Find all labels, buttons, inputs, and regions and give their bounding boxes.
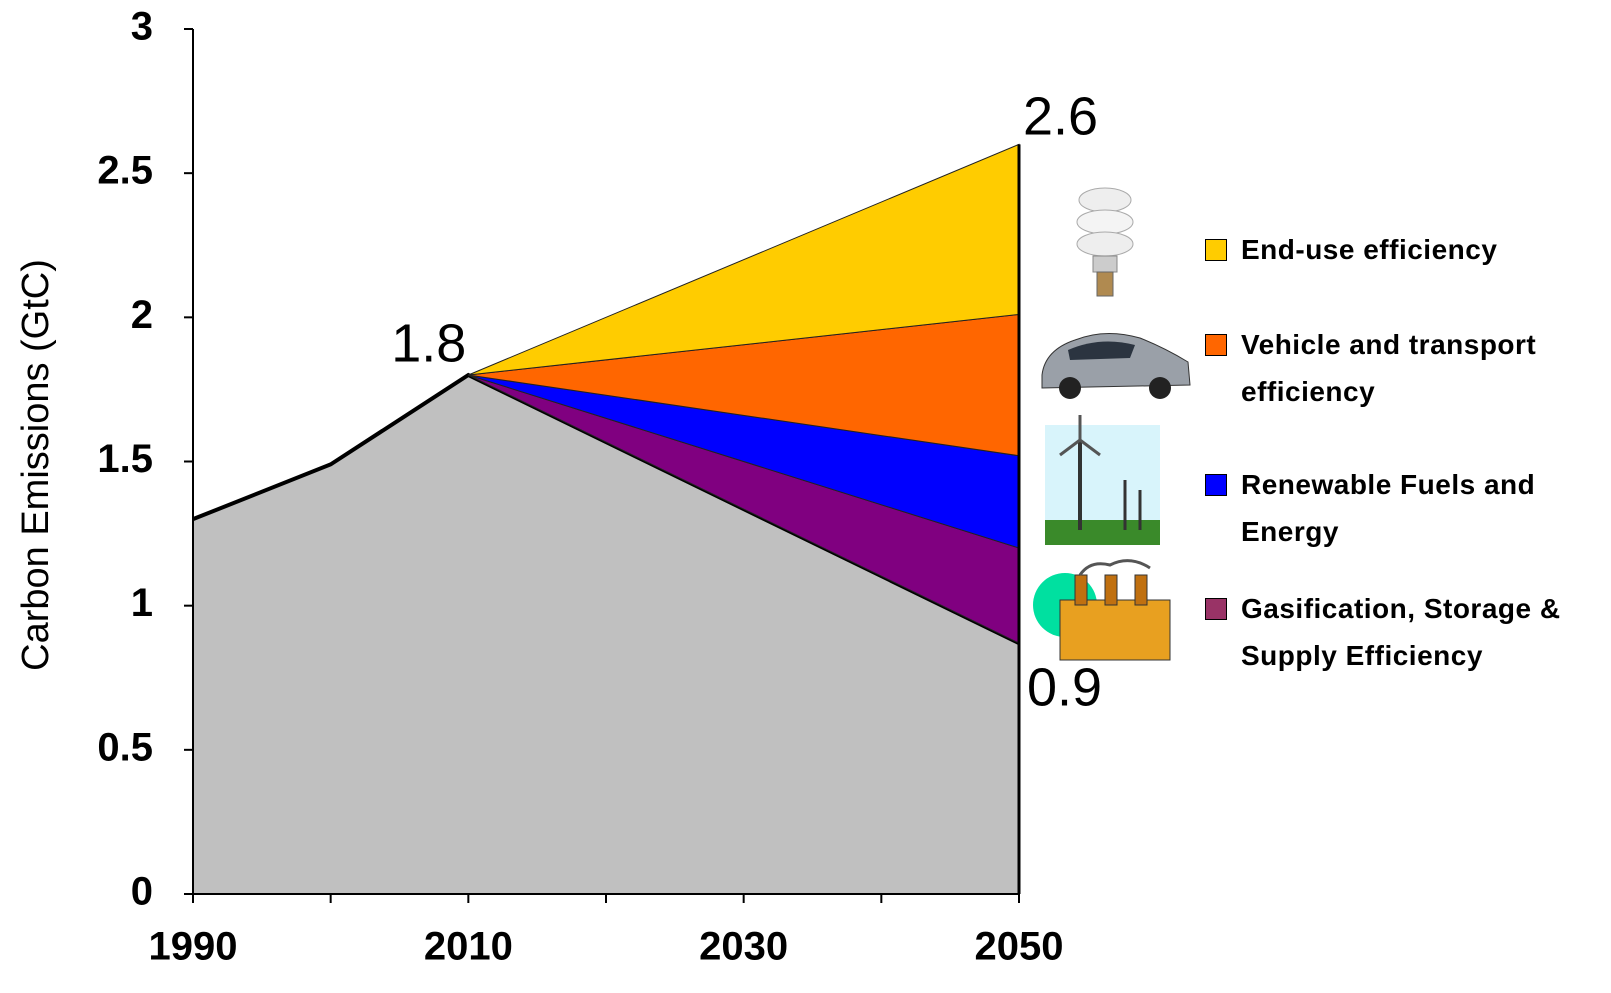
legend-label: Vehicle and transport efficiency xyxy=(1241,329,1537,407)
icon-factory xyxy=(1033,559,1171,661)
legend-label: Renewable Fuels and Energy xyxy=(1241,469,1536,547)
y-tick-label: 2 xyxy=(131,293,153,337)
icon-wind xyxy=(1045,415,1160,545)
legend-swatch xyxy=(1205,598,1227,620)
plot-area xyxy=(192,143,1021,894)
y-tick-label: 2.5 xyxy=(97,149,153,193)
x-tick-label: 2050 xyxy=(975,925,1064,969)
legend-entry: Vehicle and transport efficiency xyxy=(1205,321,1565,415)
annotation: 2.6 xyxy=(1023,87,1098,147)
legend-entry: Renewable Fuels and Energy xyxy=(1205,461,1565,555)
y-tick-label: 3 xyxy=(131,5,153,49)
y-axis-label: Carbon Emissions (GtC) xyxy=(15,259,57,671)
y-tick-label: 0 xyxy=(131,870,153,914)
y-tick-label: 0.5 xyxy=(97,725,153,769)
legend-swatch xyxy=(1205,334,1227,356)
legend-label: End-use efficiency xyxy=(1241,234,1498,265)
legend-swatch xyxy=(1205,474,1227,496)
legend-entry: Gasification, Storage & Supply Efficienc… xyxy=(1205,585,1565,679)
y-tick-label: 1 xyxy=(131,581,153,625)
x-tick-label: 2010 xyxy=(424,925,513,969)
annotation: 1.8 xyxy=(391,313,466,373)
legend-swatch xyxy=(1205,239,1227,261)
x-tick-label: 1990 xyxy=(149,925,238,969)
legend-label: Gasification, Storage & Supply Efficienc… xyxy=(1241,593,1561,671)
icon-car xyxy=(1041,332,1191,399)
y-tick-label: 1.5 xyxy=(97,437,153,481)
annotation: 0.9 xyxy=(1027,657,1102,717)
area xyxy=(193,375,1019,894)
x-tick-label: 2030 xyxy=(699,925,788,969)
legend-entry: End-use efficiency xyxy=(1205,226,1565,273)
icon-bulb xyxy=(1076,187,1134,297)
